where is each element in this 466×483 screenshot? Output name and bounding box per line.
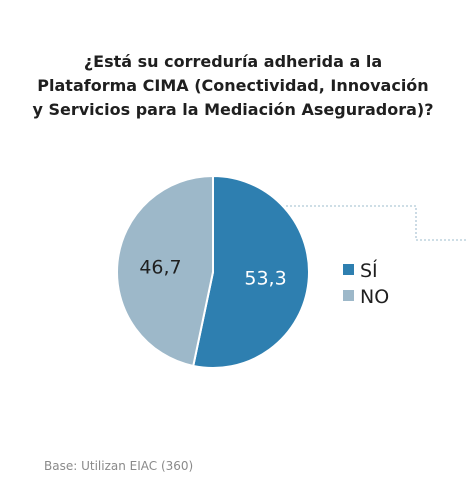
pie-slice-no [116, 174, 214, 368]
legend-swatch [343, 290, 354, 301]
legend-label: SÍ [360, 259, 378, 282]
pie-value-labels: 53,3 46,7 [139, 257, 286, 290]
legend-label: NO [360, 286, 389, 308]
chart-title-line-3: y Servicios para la Mediación Asegurador… [32, 100, 434, 119]
connector-line [282, 205, 466, 241]
pie-slices [116, 174, 310, 369]
chart-title-line-1: ¿Está su correduría adherida a la [83, 52, 383, 71]
legend-swatch [343, 264, 354, 275]
legend: SÍ NO [343, 259, 389, 308]
chart-title-line-2: Plataforma CIMA (Conectividad, Innovació… [37, 76, 429, 95]
pie-slice-si [192, 174, 310, 369]
pie-value-label: 53,3 [244, 267, 286, 289]
chart-title: ¿Está su correduría adherida a la Plataf… [0, 50, 466, 122]
base-note: Base: Utilizan EIAC (360) [44, 459, 194, 473]
pie-value-label: 46,7 [139, 257, 181, 279]
